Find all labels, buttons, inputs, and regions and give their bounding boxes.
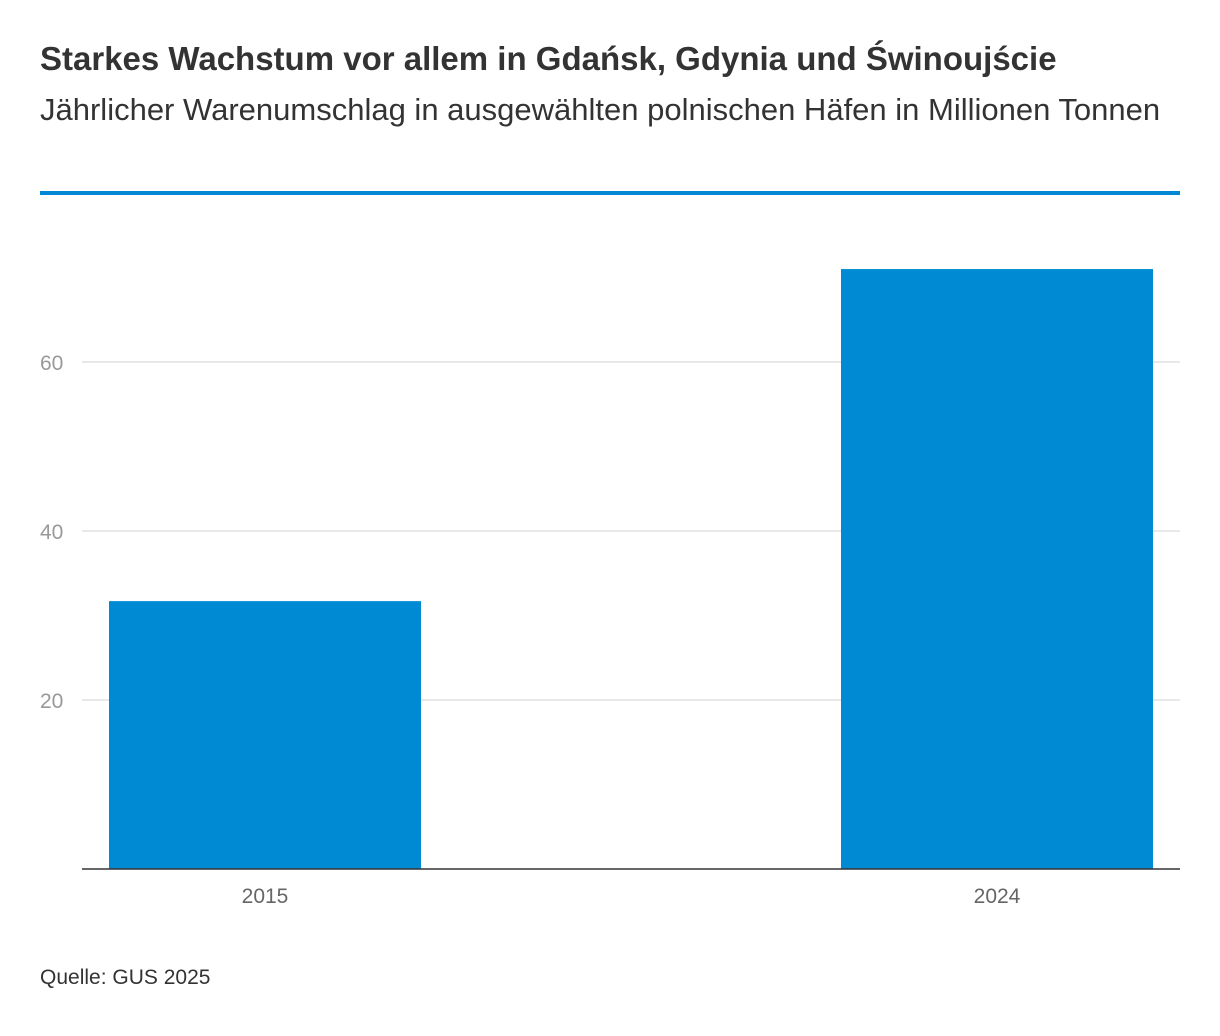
chart-subtitle: Jährlicher Warenumschlag in ausgewählten… <box>40 92 1161 127</box>
x-tick-label: 2024 <box>974 885 1021 908</box>
bar-2015 <box>109 601 421 869</box>
y-tick-label: 60 <box>40 352 63 375</box>
chart-title: Starkes Wachstum vor allem in Gdańsk, Gd… <box>40 40 1057 77</box>
title-divider <box>40 191 1180 195</box>
y-tick-label: 40 <box>40 521 63 544</box>
source-note: Quelle: GUS 2025 <box>40 966 211 989</box>
y-tick-label: 20 <box>40 690 63 713</box>
x-tick-label: 2015 <box>242 885 289 908</box>
bar-2024 <box>841 269 1153 869</box>
